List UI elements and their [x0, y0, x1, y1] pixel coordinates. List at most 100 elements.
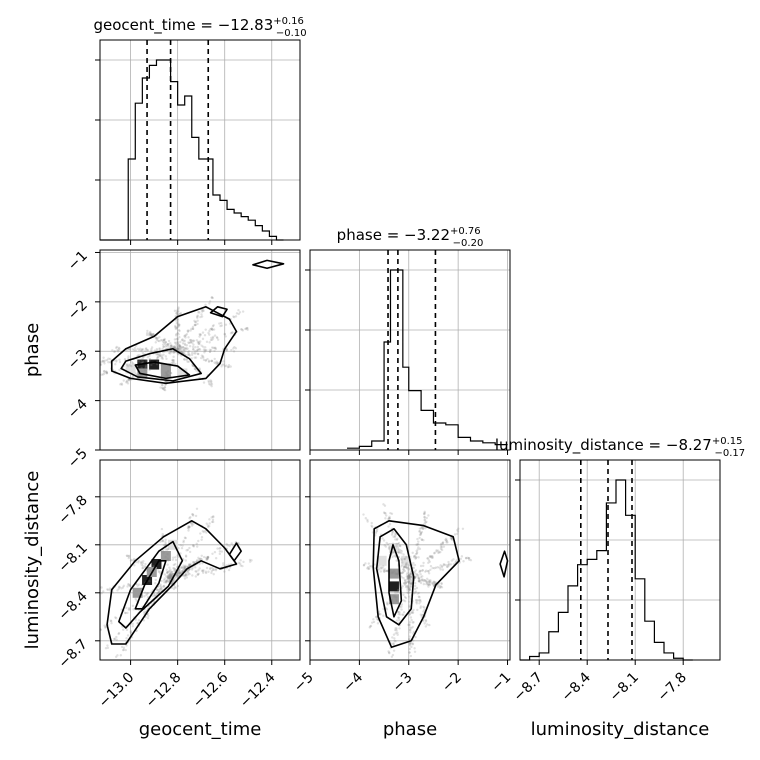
scatter-point: [426, 557, 429, 560]
scatter-point: [201, 337, 205, 341]
scatter-point: [442, 545, 446, 548]
scatter-point: [165, 380, 169, 383]
scatter-point: [176, 347, 179, 351]
density-cell: [376, 555, 387, 566]
scatter-point: [157, 353, 161, 357]
scatter-point: [193, 367, 196, 371]
scatter-point: [166, 342, 170, 346]
scatter-point: [199, 333, 202, 336]
scatter-point: [183, 566, 186, 570]
scatter-point: [166, 576, 169, 579]
scatter-point: [447, 564, 450, 567]
scatter-point: [405, 563, 408, 566]
scatter-point: [152, 593, 156, 596]
scatter-point: [144, 347, 148, 351]
scatter-point: [417, 540, 420, 543]
scatter-point: [158, 570, 161, 573]
scatter-point: [392, 633, 396, 636]
scatter-point: [176, 331, 179, 335]
scatter-point: [422, 512, 426, 515]
scatter-point: [366, 520, 369, 523]
scatter-point: [177, 547, 180, 550]
histogram-luminosity-distance: [520, 479, 693, 661]
scatter-point: [246, 326, 249, 330]
scatter-point: [131, 625, 134, 628]
scatter-point: [169, 573, 172, 576]
scatter-point: [184, 572, 188, 576]
scatter-point: [410, 573, 413, 576]
scatter-point: [100, 586, 103, 589]
scatter-point: [97, 376, 99, 378]
scatter-point: [411, 642, 415, 645]
x-tick-label: −4: [340, 669, 366, 695]
scatter-point: [166, 576, 170, 579]
scatter-point: [105, 370, 108, 373]
scatter-point: [152, 600, 156, 603]
scatter-point: [183, 342, 186, 345]
scatter-point: [191, 339, 195, 342]
scatter-point: [146, 348, 149, 352]
scatter-point: [391, 653, 395, 657]
scatter-point: [205, 566, 209, 570]
scatter-point: [417, 575, 420, 579]
scatter-point: [167, 343, 170, 346]
scatter-point: [212, 568, 216, 571]
scatter-point: [156, 337, 159, 340]
scatter-point: [176, 554, 179, 557]
scatter-point: [178, 571, 182, 575]
scatter-point: [102, 359, 105, 363]
scatter-point: [439, 547, 443, 551]
scatter-point: [188, 341, 191, 345]
scatter-point: [185, 549, 188, 552]
scatter-point: [134, 372, 138, 375]
scatter-point: [126, 585, 129, 588]
scatter-point: [396, 631, 399, 634]
scatter-point: [416, 542, 420, 546]
scatter-point: [194, 575, 198, 578]
scatter-point: [426, 557, 430, 560]
scatter-point: [132, 608, 135, 611]
title-geocent-time: geocent_time = −12.83+0.16 −0.10: [93, 16, 306, 39]
scatter-point: [407, 586, 410, 590]
scatter-point: [195, 369, 198, 372]
scatter-point: [401, 613, 404, 616]
scatter-point: [192, 348, 195, 351]
scatter-point: [177, 573, 181, 576]
scatter-point: [110, 619, 113, 623]
scatter-point: [162, 579, 166, 582]
density-cell: [167, 539, 178, 550]
scatter-point: [410, 618, 413, 622]
scatter-point: [210, 384, 213, 388]
scatter-point: [171, 361, 174, 365]
scatter-point: [201, 309, 204, 312]
scatter-point: [175, 573, 179, 577]
scatter-point: [171, 573, 174, 576]
scatter-point: [424, 619, 428, 622]
scatter-point: [410, 572, 413, 575]
scatter-point: [118, 368, 121, 372]
scatter-point: [371, 525, 374, 529]
scatter-point: [387, 516, 391, 520]
scatter-point: [162, 539, 165, 543]
scatter-point: [229, 365, 232, 368]
scatter-point: [193, 349, 197, 353]
scatter-point: [425, 520, 428, 524]
scatter-point: [384, 517, 387, 520]
scatter-point: [208, 333, 211, 336]
scatter-point: [120, 383, 124, 386]
scatter-point: [209, 566, 212, 570]
scatter-point: [437, 549, 440, 552]
scatter-point: [205, 558, 208, 561]
scatter-point: [210, 380, 213, 383]
scatter-point: [190, 524, 194, 527]
scatter-point: [441, 541, 445, 544]
scatter-point: [418, 569, 422, 573]
scatter-point: [413, 587, 417, 591]
scatter-point: [417, 577, 421, 580]
scatter-point: [408, 588, 412, 592]
scatter-point: [407, 576, 410, 580]
scatter-point: [178, 344, 181, 347]
scatter-point: [102, 369, 106, 373]
scatter-point: [442, 562, 446, 566]
scatter-point: [173, 350, 176, 354]
